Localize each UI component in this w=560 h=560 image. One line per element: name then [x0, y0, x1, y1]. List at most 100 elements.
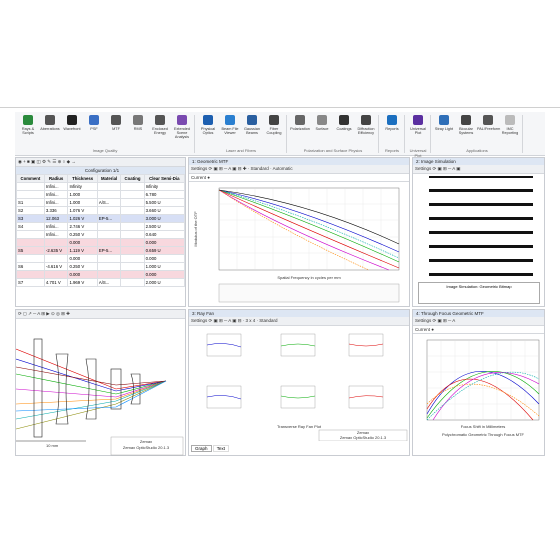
surface-table: Comment Radius Thickness Material Coating Cle…	[16, 174, 186, 287]
ribbon-button[interactable]: Coatings	[333, 115, 355, 131]
tab[interactable]: Text	[212, 445, 230, 452]
icon	[461, 115, 471, 125]
ribbon-button[interactable]: MTF	[105, 115, 127, 131]
cell	[96, 182, 122, 191]
surface-row[interactable]: 0.000 0.000	[16, 270, 186, 279]
cell: S1	[16, 198, 45, 207]
mode[interactable]: Standard	[250, 166, 269, 171]
surface-row[interactable]: S2 3.336 1.076 V 3.660 U	[16, 206, 186, 215]
cell	[96, 262, 122, 271]
ribbon-button[interactable]: Polarization	[289, 115, 311, 131]
ribbon-button[interactable]: PSF	[83, 115, 105, 131]
surface-row[interactable]: S4 Infini... 2.746 V 2.500 U	[16, 222, 186, 231]
ribbon-button[interactable]: Enclosed Energy	[149, 115, 171, 135]
ribbon-button[interactable]: Universal Plot	[407, 115, 429, 135]
mode[interactable]: Standard	[259, 318, 278, 323]
cell	[120, 198, 145, 207]
button-label: PSF	[90, 127, 98, 131]
current[interactable]: Current	[415, 327, 431, 332]
through-focus-plot: Focus Shift in Millimeters Polychromatic…	[426, 339, 540, 437]
vendor: Zemax	[140, 439, 152, 444]
button-label: Universal Plot	[410, 127, 426, 136]
icon	[89, 115, 99, 125]
ribbon-button[interactable]: Fiber Coupling	[263, 115, 285, 135]
ribbon-button[interactable]: PAL/Freeform	[477, 115, 500, 131]
icon	[67, 115, 77, 125]
layout-select[interactable]: 3 x 4	[245, 318, 256, 323]
lens-data-editor: ◉ + ■ ▣ ◫ ⚙ ✎ ☰ ⊕ ○ ◆ → Configuration 1/…	[15, 157, 186, 307]
cell: S6	[16, 262, 45, 271]
ribbon-button[interactable]: Extended Scene Analysis	[171, 115, 193, 140]
ribbon-button[interactable]: Wavefront	[61, 115, 83, 131]
ribbon-button[interactable]: Diffraction Efficiency	[355, 115, 377, 135]
layout-plot: 10 mm Zemax Zemax OpticStudio 20.1.3	[15, 338, 184, 456]
cell: Infini...	[43, 230, 69, 239]
ribbon-button[interactable]: Rays & Scripts	[17, 115, 39, 135]
y-axis-label: Modulus of the OTF	[193, 211, 198, 247]
surface-row[interactable]: S5 -2.635 V 1.119 V EP-5... 0.659 U	[16, 246, 186, 255]
button-label: RMS	[133, 127, 143, 131]
settings-button[interactable]: Settings	[415, 318, 432, 323]
cell	[43, 270, 69, 279]
cell: 0.640	[143, 230, 186, 239]
surface-row[interactable]: 0.000 0.000	[16, 238, 186, 247]
surface-row[interactable]: S3 12.063 1.026 V EP-5... 3.000 U	[16, 214, 186, 223]
x-axis-label: Spatial Frequency in cycles per mm	[277, 275, 341, 280]
ribbon-button[interactable]: Gaussian Beams	[241, 115, 263, 135]
ribbon-button[interactable]: IMC Reporting	[499, 115, 521, 135]
surface-row[interactable]: 0.000 0.000	[16, 254, 186, 263]
scale[interactable]: Automatic	[272, 166, 293, 171]
cell	[16, 270, 45, 279]
editor-title: Configuration 1/1	[16, 167, 185, 174]
current-bar: Current ●	[413, 326, 544, 334]
cell: 1.076 V	[67, 206, 98, 215]
icon	[177, 115, 187, 125]
layout-toolbar: ⟳ ◻ ↗ ─ A ⊞ ▶ ⊙ ◎ ⊞ ✚	[16, 310, 185, 319]
icon	[387, 115, 397, 125]
cell	[96, 222, 122, 231]
ribbon-button[interactable]: Stray Light	[433, 115, 455, 131]
through-focus-window: 4: Through Focus Geometric MTF Settings …	[412, 309, 545, 456]
window-title: 3: Ray Fan	[189, 310, 409, 317]
button-label: Fiber Coupling	[266, 127, 282, 136]
settings-button[interactable]: Settings	[415, 166, 432, 171]
tab[interactable]: Graph	[191, 445, 212, 452]
surface-row[interactable]: Infini... Infinity Infinity	[16, 182, 186, 191]
divider	[0, 107, 560, 108]
cell	[43, 254, 69, 263]
button-label: Biocular Systems	[458, 127, 474, 136]
ribbon-button[interactable]: Reports	[381, 115, 403, 131]
surface-row[interactable]: S7 4.701 V 1.969 V A/S... 2.000 U	[16, 278, 186, 287]
button-label: Beam File Viewer	[221, 127, 239, 136]
window-toolbar: Settings ⟳ ▣ ⊞ ─ A	[413, 317, 544, 326]
button-label: Extended Scene Analysis	[173, 127, 191, 140]
ribbon-button[interactable]: RMS	[127, 115, 149, 131]
cell	[96, 230, 122, 239]
vendor: Zemax	[357, 430, 369, 435]
surface-row[interactable]: S6 -4.616 V 0.250 V 1.000 U	[16, 262, 186, 271]
cell: 2.746 V	[67, 222, 98, 231]
column-header: Clear Semi-Dia	[143, 174, 186, 183]
ribbon-button[interactable]: Surface	[311, 115, 333, 131]
plot-title: Transverse Ray Fan Plot	[277, 424, 322, 429]
group-label: Image Quality	[92, 148, 118, 153]
cell: EP-5...	[96, 214, 122, 223]
surface-row[interactable]: Infini... 1.000 6.780	[16, 190, 186, 199]
surface-row[interactable]: Infini... 0.250 V 0.640	[16, 230, 186, 239]
plot-title: Polychromatic Geometric Through Focus MT…	[442, 432, 525, 437]
cell: 1.000	[67, 198, 98, 207]
cell: 1.000 U	[143, 262, 186, 271]
surface-row[interactable]: S1 Infini... 1.000 A/S... 5.500 U	[16, 198, 186, 207]
cell: 3.660 U	[143, 206, 186, 215]
ribbon-button[interactable]: Aberrations	[39, 115, 61, 131]
button-label: Enclosed Energy	[152, 127, 168, 136]
ribbon-button[interactable]: Biocular Systems	[455, 115, 477, 135]
ribbon-button[interactable]: Physical Optics	[197, 115, 219, 135]
current[interactable]: Current	[191, 175, 207, 180]
group-separator	[194, 115, 195, 153]
settings-button[interactable]: Settings	[191, 166, 208, 171]
cell: Infinity	[143, 182, 186, 191]
ribbon-button[interactable]: Beam File Viewer	[219, 115, 241, 135]
icon	[439, 115, 449, 125]
settings-button[interactable]: Settings	[191, 318, 208, 323]
